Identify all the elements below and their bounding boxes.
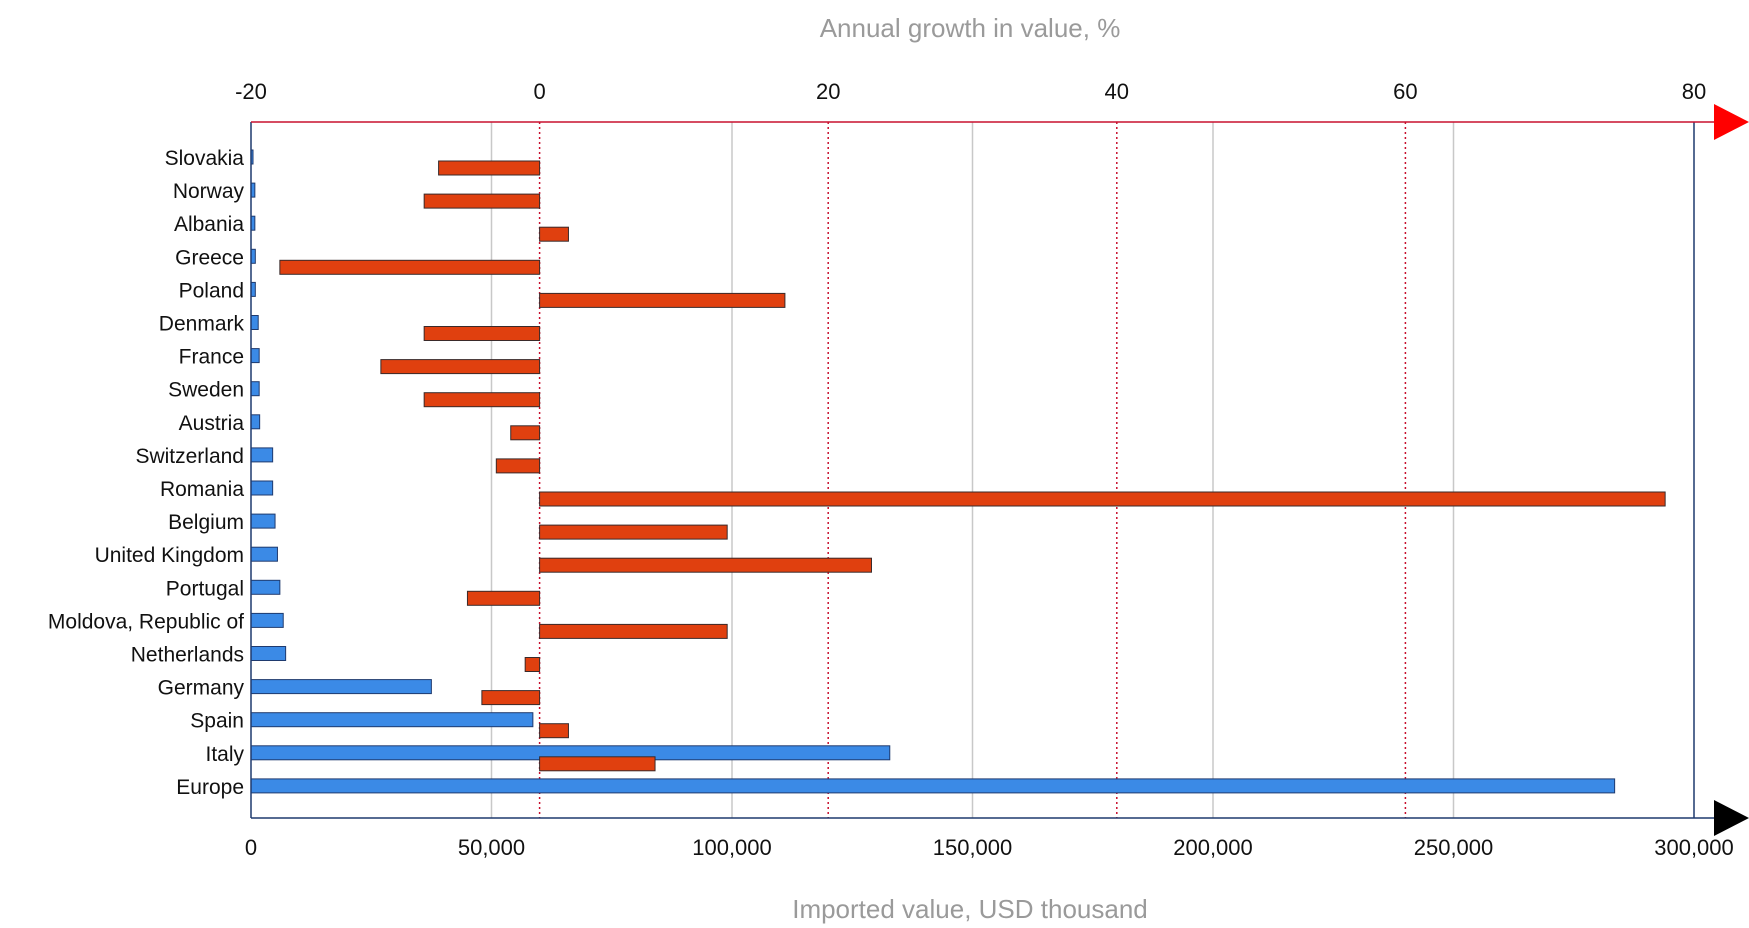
top-tick-label: 20 xyxy=(816,79,840,104)
grid xyxy=(490,122,1455,818)
imported-value-bar xyxy=(250,778,1616,794)
growth-bar xyxy=(539,756,656,772)
category-label: Germany xyxy=(158,677,245,700)
imported-value-bar xyxy=(250,679,432,695)
bottom-tick-label: 300,000 xyxy=(1654,835,1734,860)
growth-bar xyxy=(539,524,728,540)
category-label: Norway xyxy=(173,180,245,203)
imported-value-bar xyxy=(250,480,274,496)
growth-bar xyxy=(495,458,541,474)
bottom-tick-label: 200,000 xyxy=(1173,835,1253,860)
growth-bar xyxy=(539,226,569,242)
category-label: Italy xyxy=(205,743,244,766)
growth-bar xyxy=(380,359,541,375)
category-label: France xyxy=(179,346,244,369)
growth-bar xyxy=(539,557,872,573)
category-label: Sweden xyxy=(168,379,244,402)
category-label: Greece xyxy=(175,246,244,269)
imported-value-bar xyxy=(250,513,276,529)
top-axis-arrow xyxy=(1714,104,1749,140)
top-tick-label: -20 xyxy=(235,79,267,104)
bottom-tick-label: 150,000 xyxy=(933,835,1013,860)
growth-bar xyxy=(510,425,541,441)
growth-bar xyxy=(539,723,569,739)
top-tick-label: 60 xyxy=(1393,79,1417,104)
top-tick-label: 80 xyxy=(1682,79,1706,104)
imported-value-bar xyxy=(250,712,534,728)
category-label: Switzerland xyxy=(135,445,244,468)
category-label: Albania xyxy=(174,213,244,236)
bottom-tick-label: 250,000 xyxy=(1414,835,1494,860)
imported-value-bar xyxy=(250,348,260,364)
imported-value-bar xyxy=(250,381,260,397)
bottom-tick-label: 0 xyxy=(245,835,257,860)
bottom-axis-title: Imported value, USD thousand xyxy=(792,894,1148,924)
category-label: Moldova, Republic of xyxy=(48,610,244,633)
top-tick-label: 40 xyxy=(1105,79,1129,104)
axes xyxy=(250,104,1749,836)
growth-bar xyxy=(423,392,541,408)
category-label: Slovakia xyxy=(165,147,245,170)
bars xyxy=(250,149,1666,794)
imported-value-bar xyxy=(250,546,278,562)
top-tick-label: 0 xyxy=(533,79,545,104)
bottom-tick-label: 100,000 xyxy=(692,835,772,860)
imported-value-bar xyxy=(250,579,281,595)
bottom-tick-label: 50,000 xyxy=(458,835,525,860)
category-label: Denmark xyxy=(159,313,245,336)
growth-bar xyxy=(539,491,1666,507)
imported-value-bar xyxy=(250,612,284,628)
bottom-axis-arrow xyxy=(1714,800,1749,836)
category-label: Austria xyxy=(179,412,245,435)
growth-bar xyxy=(539,623,728,639)
growth-bar xyxy=(524,657,541,672)
category-label: Belgium xyxy=(168,511,244,534)
imported-value-bar xyxy=(250,646,287,661)
category-label: Portugal xyxy=(166,577,244,600)
growth-bar xyxy=(466,590,541,606)
imported-value-bar xyxy=(250,315,259,330)
growth-bar xyxy=(481,690,541,706)
category-label: Spain xyxy=(190,710,244,733)
category-label: United Kingdom xyxy=(95,544,244,567)
category-label: Poland xyxy=(179,279,244,302)
category-label: Netherlands xyxy=(131,644,244,667)
growth-bar xyxy=(539,292,786,308)
growth-bar xyxy=(279,259,541,275)
growth-bar xyxy=(423,326,541,341)
category-label: Europe xyxy=(176,776,244,799)
growth-bar xyxy=(423,193,541,209)
growth-bar xyxy=(438,160,541,176)
labels: 0 50,000 100,000 150,000 200,000 250,000 300,0… xyxy=(48,79,1734,860)
category-label: Romania xyxy=(160,478,244,501)
imported-value-bar xyxy=(250,447,274,463)
top-axis-title: Annual growth in value, % xyxy=(820,13,1121,43)
imported-value-bar xyxy=(250,414,261,430)
